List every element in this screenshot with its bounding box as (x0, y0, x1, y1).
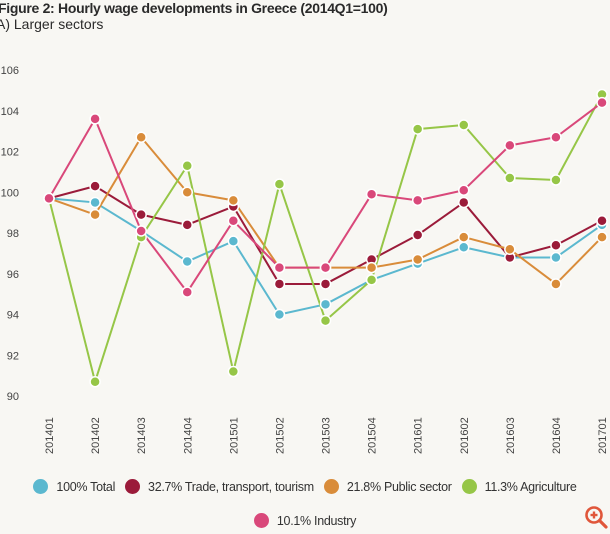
data-point[interactable] (273, 261, 286, 274)
x-tick-label: 201503 (321, 417, 333, 454)
data-point[interactable] (504, 243, 516, 256)
legend-item[interactable]: 21.8% Public sector (323, 479, 452, 494)
y-tick-label: 104 (1, 106, 19, 118)
data-point[interactable] (411, 123, 424, 135)
line-chart: 90 92 94 96 98 100 102 104 106 201401 201402 201403… (1, 65, 609, 454)
y-tick-label: 94 (7, 310, 19, 322)
x-tick-label: 201402 (90, 417, 102, 454)
y-tick-label: 96 (7, 269, 19, 281)
data-point[interactable] (596, 215, 608, 227)
data-point[interactable] (181, 186, 193, 198)
x-tick-label: 201502 (274, 417, 286, 454)
data-point[interactable] (596, 96, 608, 109)
data-point[interactable] (550, 131, 562, 143)
data-point[interactable] (181, 219, 193, 231)
legend-label: 11.3% Agriculture (484, 479, 577, 494)
x-tick-label: 201602 (459, 417, 471, 454)
series-line-3 (48, 93, 603, 383)
data-point[interactable] (550, 174, 562, 186)
legend-item[interactable]: 100% Total (33, 479, 115, 494)
data-point[interactable] (550, 278, 562, 290)
x-tick-label: 201604 (551, 417, 563, 454)
data-point[interactable] (504, 172, 516, 184)
data-point[interactable] (181, 286, 193, 298)
legend-label: 10.1% Industry (276, 513, 357, 528)
data-point[interactable] (89, 208, 101, 221)
x-tick-label: 201701 (597, 417, 609, 454)
data-point[interactable] (89, 375, 101, 388)
data-point[interactable] (458, 196, 470, 209)
legend-marker-icon (33, 479, 49, 494)
data-point[interactable] (319, 298, 332, 311)
legend-row-2: 10.1% Industry (0, 513, 610, 528)
data-point[interactable] (89, 113, 101, 125)
data-point[interactable] (273, 308, 286, 321)
legend-marker-icon (461, 479, 477, 494)
x-tick-label: 201501 (228, 417, 240, 454)
data-point[interactable] (504, 139, 516, 152)
y-tick-label: 90 (7, 391, 19, 403)
data-point[interactable] (365, 188, 378, 201)
y-tick-label: 98 (7, 228, 19, 240)
data-point[interactable] (365, 261, 378, 274)
data-point[interactable] (319, 314, 332, 327)
data-point[interactable] (135, 131, 147, 143)
data-point[interactable] (273, 178, 286, 190)
data-point[interactable] (43, 192, 55, 205)
legend-item[interactable]: 10.1% Industry (253, 513, 357, 528)
data-point[interactable] (227, 215, 240, 227)
data-point[interactable] (319, 261, 332, 274)
legend-item[interactable]: 11.3% Agriculture (461, 479, 577, 494)
legend-label: 32.7% Trade, transport, tourism (148, 479, 314, 494)
x-tick-label: 201404 (182, 417, 194, 454)
x-tick-label: 201403 (136, 417, 148, 454)
data-point[interactable] (89, 196, 101, 209)
data-point[interactable] (411, 229, 424, 241)
legend-marker-icon (323, 479, 339, 494)
data-point[interactable] (411, 194, 424, 207)
legend-label: 21.8% Public sector (346, 479, 452, 494)
x-tick-label: 201603 (505, 417, 517, 454)
y-tick-label: 102 (1, 147, 19, 159)
data-point[interactable] (135, 225, 147, 237)
data-point[interactable] (273, 278, 286, 290)
legend-item[interactable]: 32.7% Trade, transport, tourism (125, 479, 314, 494)
data-point[interactable] (458, 231, 470, 243)
x-tick-label: 201504 (367, 417, 379, 454)
data-point[interactable] (319, 278, 332, 290)
data-point[interactable] (596, 231, 608, 243)
data-point[interactable] (89, 180, 101, 192)
x-tick-label: 201601 (413, 417, 425, 454)
legend-marker-icon (125, 479, 141, 494)
zoom-in-icon[interactable] (583, 504, 609, 530)
data-point[interactable] (227, 365, 240, 378)
data-point[interactable] (135, 208, 147, 221)
data-point[interactable] (458, 241, 470, 254)
y-tick-label: 106 (1, 65, 19, 77)
data-point[interactable] (458, 184, 470, 196)
data-point[interactable] (227, 194, 240, 207)
data-point[interactable] (411, 253, 424, 266)
legend: 100% Total 32.7% Trade, transport, touris… (0, 479, 610, 494)
y-tick-label: 92 (7, 350, 19, 362)
data-point[interactable] (227, 235, 240, 247)
chart-subtitle: A) Larger sectors (0, 16, 104, 32)
y-tick-label: 100 (1, 187, 19, 199)
x-tick-label: 201401 (44, 417, 56, 454)
chart-title: Figure 2: Hourly wage developments in Gr… (0, 0, 388, 16)
legend-label: 100% Total (56, 479, 116, 494)
data-point[interactable] (181, 255, 193, 268)
data-point[interactable] (550, 239, 562, 251)
data-point[interactable] (550, 251, 562, 264)
legend-marker-icon (253, 513, 269, 528)
data-point[interactable] (181, 160, 193, 172)
data-point[interactable] (458, 119, 470, 131)
data-point[interactable] (365, 274, 378, 286)
